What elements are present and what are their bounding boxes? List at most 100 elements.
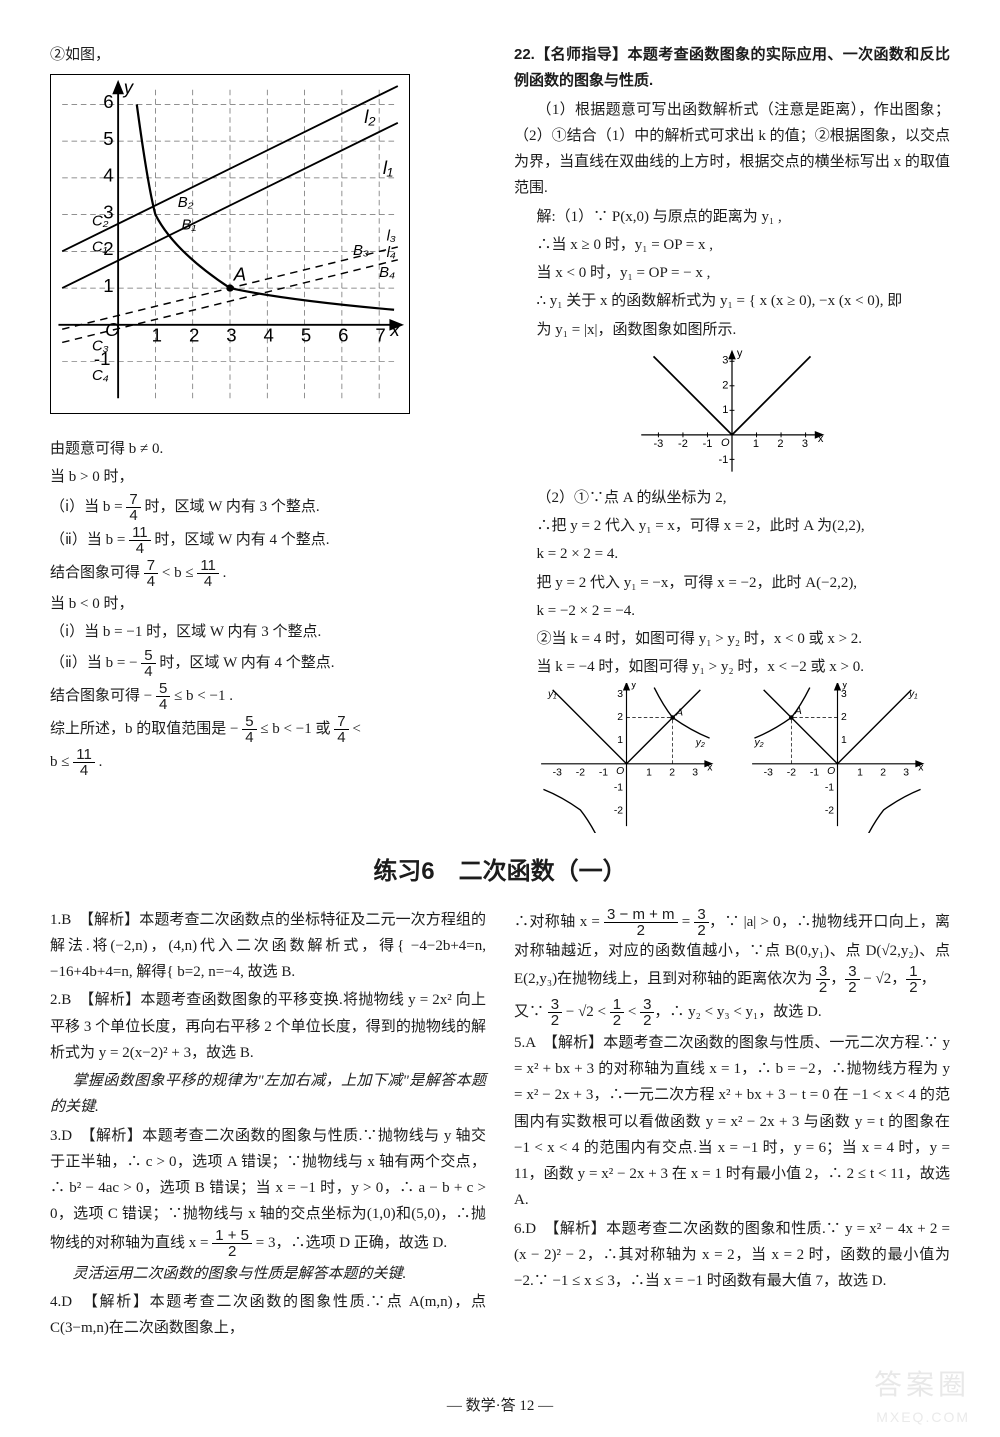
svg-text:y₁: y₁ [547,688,557,699]
text: （ⅱ）当 b = 114 时，区域 W 内有 4 个整点. [50,525,486,556]
svg-text:2: 2 [189,325,199,346]
svg-text:3: 3 [903,767,909,778]
svg-text:l₁: l₁ [383,158,393,179]
svg-text:1: 1 [617,735,623,746]
svg-text:1: 1 [722,404,728,416]
watermark-url: MXEQ.COM [876,1405,970,1430]
svg-text:3: 3 [722,354,728,366]
svg-text:3: 3 [103,202,113,223]
svg-text:2: 2 [103,238,113,259]
item-5: 5.A 【解析】本题考查二次函数的图象与性质、一元二次方程.∵ y = x² +… [514,1030,950,1214]
item-4: 4.D 【解析】本题考查二次函数的图象性质.∵点 A(m,n)，点 C(3−m,… [50,1289,486,1342]
svg-text:C₄: C₄ [92,368,109,384]
svg-text:1: 1 [753,438,759,450]
svg-text:-2: -2 [787,767,796,778]
svg-text:3: 3 [841,688,847,699]
svg-text:y₂: y₂ [695,737,705,748]
svg-text:1: 1 [646,767,652,778]
svg-text:y₁: y₁ [908,688,918,699]
svg-text:-3: -3 [654,438,664,450]
abs-graph: x y O -3 -2 -1 1 2 3 1 2 3 -1 [632,349,832,479]
text: （1）根据题意可写出函数解析式（注意是距离），作出图象；（2）①结合（1）中的解… [514,97,950,202]
svg-text:-1: -1 [810,767,819,778]
svg-text:1: 1 [857,767,863,778]
svg-text:7: 7 [375,325,385,346]
svg-text:6: 6 [103,91,113,112]
svg-text:y: y [122,77,135,98]
item-3: 3.D 【解析】本题考查二次函数的图象与性质.∵抛物线与 y 轴交于正半轴，∴ … [50,1123,486,1259]
svg-text:-1: -1 [614,782,623,793]
text: （ⅰ）当 b = −1 时，区域 W 内有 3 个整点. [50,619,486,645]
svg-text:3: 3 [802,438,808,450]
svg-text:4: 4 [103,165,113,186]
svg-text:x: x [818,433,824,445]
svg-text:x: x [707,762,713,773]
svg-text:5: 5 [103,128,113,149]
svg-text:O: O [105,319,119,340]
text: （2）①∵点 A 的纵坐标为 2, [514,485,950,511]
text: ∴当 x ≥ 0 时，y₁ = OP = x , [514,232,950,258]
item-1: 1.B 【解析】本题考查二次函数点的坐标特征及二元一次方程组的解法.将(−2,n… [50,907,486,986]
svg-text:2: 2 [777,438,783,450]
svg-text:A: A [794,706,802,717]
svg-text:y: y [737,349,743,359]
text: 22.【名师指导】本题考查函数图象的实际应用、一次函数和反比例函数的图象与性质. [514,42,950,95]
svg-text:2: 2 [841,711,847,722]
text: 为 y₁ = |x|，函数图象如图所示. [514,317,950,343]
svg-text:A: A [233,264,246,285]
svg-text:O: O [827,766,835,777]
svg-text:6: 6 [338,325,348,346]
svg-text:-2: -2 [825,805,834,816]
graph-k-neg4: xyO A y₁y₂ -3-2-1 123 123 -1-2 [735,683,940,833]
svg-text:-1: -1 [94,349,111,370]
text: ∴把 y = 2 代入 y₁ = x，可得 x = 2，此时 A 为(2,2), [514,513,950,539]
svg-text:B₃: B₃ [353,243,369,259]
svg-text:-2: -2 [576,767,585,778]
item-6: 6.D 【解析】本题考查二次函数的图象和性质.∵ y = x² − 4x + 2… [514,1216,950,1295]
svg-text:-2: -2 [678,438,688,450]
svg-text:3: 3 [226,325,236,346]
text: 由题意可得 b ≠ 0. [50,436,486,462]
graph-k4: xyO A y₁y₂ -3-2-1 123 123 -1-2 [524,683,729,833]
svg-text:2: 2 [617,711,623,722]
text: k = 2 × 2 = 4. [514,541,950,567]
text: 当 k = −4 时，如图可得 y₁ > y₂ 时，x < −2 或 x > 0… [514,654,950,680]
svg-text:y: y [631,683,637,691]
text: 解:（1）∵ P(x,0) 与原点的距离为 y₁ , [514,204,950,230]
svg-text:l₃: l₃ [387,229,396,245]
text: 综上所述，b 的取值范围是 − 54 ≤ b < −1 或 74 < [50,714,486,745]
svg-text:-2: -2 [614,805,623,816]
text: 当 b < 0 时， [50,591,486,617]
svg-text:1: 1 [841,735,847,746]
svg-text:x: x [918,762,924,773]
text: 当 b > 0 时， [50,464,486,490]
svg-text:l₄: l₄ [387,245,396,261]
svg-text:3: 3 [692,767,698,778]
text: （ⅰ）当 b = 74 时，区域 W 内有 3 个整点. [50,492,486,523]
main-graph: xy O A l₂l₁ l₃l₄ B₂B₁ B₃B₄ C₂C₁ C₃C₄ 12 … [50,74,410,414]
svg-text:-1: -1 [703,438,713,450]
svg-text:2: 2 [880,767,886,778]
svg-text:1: 1 [152,325,162,346]
text: ②当 k = 4 时，如图可得 y₁ > y₂ 时，x < 0 或 x > 2. [514,626,950,652]
tip: 掌握函数图象平移的规律为"左加右减，上加下减"是解答本题的关键. [50,1068,486,1121]
svg-text:2: 2 [722,379,728,391]
text: ∴对称轴 x = 3 − m + m2 = 32，∵ |a| > 0，∴抛物线开… [514,907,950,995]
svg-text:-3: -3 [764,767,773,778]
svg-text:5: 5 [301,325,311,346]
svg-text:B₄: B₄ [379,265,395,281]
text: 结合图象可得 − 54 ≤ b < −1 . [50,681,486,712]
svg-text:-1: -1 [599,767,608,778]
svg-text:y₂: y₂ [753,737,763,748]
svg-text:O: O [721,437,730,449]
svg-text:2: 2 [669,767,675,778]
watermark: 答案圈 [874,1360,970,1409]
svg-text:A: A [675,707,683,718]
tip: 灵活运用二次函数的图象与性质是解答本题的关键. [50,1261,486,1287]
text: 当 x < 0 时，y₁ = OP = − x , [514,260,950,286]
svg-text:1: 1 [103,275,113,296]
page-footer: — 数学·答 12 — [0,1393,1000,1419]
svg-text:-1: -1 [719,454,729,466]
text: 结合图象可得 74 < b ≤ 114 . [50,558,486,589]
text: ∴ y₁ 关于 x 的函数解析式为 y₁ = { x (x ≥ 0), −x (… [514,288,950,314]
